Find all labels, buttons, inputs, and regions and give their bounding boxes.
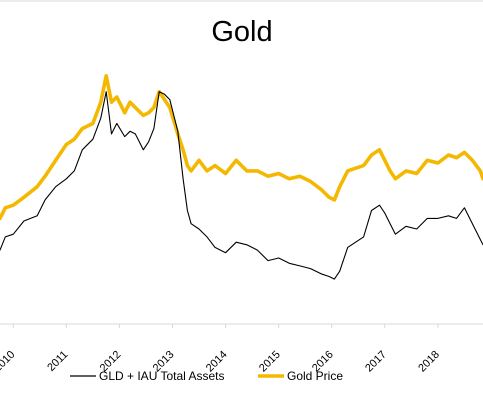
series-line-gld-iau-assets bbox=[0, 91, 483, 280]
legend: GLD + IAU Total Assets Gold Price bbox=[70, 369, 343, 383]
chart-title: Gold bbox=[211, 16, 272, 48]
series-line-gold-price bbox=[0, 74, 483, 221]
legend-label-gold-price: Gold Price bbox=[287, 369, 343, 383]
series-layer bbox=[0, 74, 483, 280]
legend-label-assets: GLD + IAU Total Assets bbox=[99, 369, 225, 383]
